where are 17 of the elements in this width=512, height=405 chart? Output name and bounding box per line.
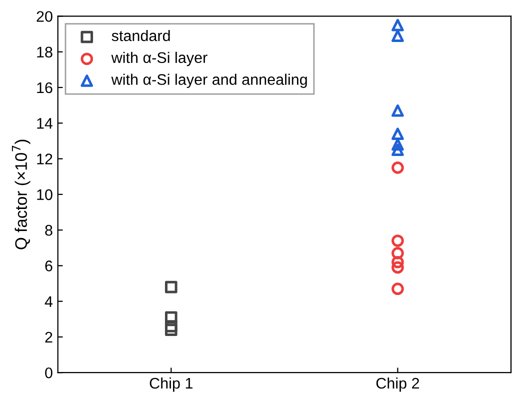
- y-tick-label: 12: [37, 154, 52, 164]
- y-tick-label: 0: [45, 367, 52, 378]
- legend-label: with α-Si layer: [111, 52, 208, 66]
- y-tick-label: 20: [36, 11, 52, 22]
- y-tick-label: 8: [45, 224, 52, 236]
- legend-label: with α-Si layer and annealing: [111, 74, 307, 88]
- y-tick-label: 2: [45, 332, 52, 342]
- x-tick-label: Chip 1: [150, 377, 192, 392]
- y-tick-label: 14: [37, 118, 53, 129]
- y-tick-label: 16: [37, 82, 52, 94]
- y-tick-label: 10: [37, 189, 52, 200]
- y-tick-label: 6: [45, 260, 52, 272]
- x-tick-label: Chip 2: [376, 377, 420, 392]
- legend-label: standard: [112, 30, 170, 42]
- y-tick-label: 4: [44, 296, 53, 307]
- y-axis-title: Q factor (×10$^{7}$): [12, 140, 30, 250]
- y-tick-label: 18: [37, 46, 52, 58]
